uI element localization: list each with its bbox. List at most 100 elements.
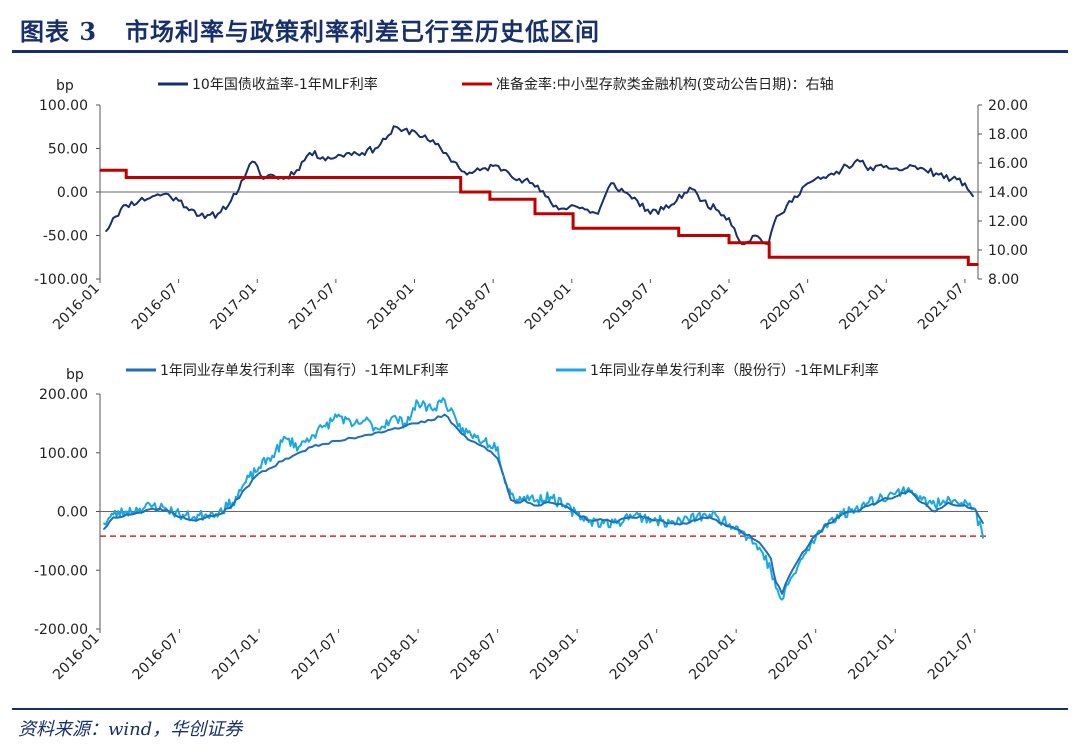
chart1-rrr-point	[489, 198, 491, 201]
chart1-spread-point	[308, 152, 311, 154]
chart2-jointstock-point	[218, 510, 221, 513]
chart2-jointstock-point	[735, 525, 737, 527]
chart2-state-point	[616, 521, 618, 523]
source-note: 资料来源：wind，华创证券	[18, 719, 243, 740]
chart1-right-tick-label: 18.00	[988, 127, 1028, 143]
chart1-spread-point	[610, 182, 612, 185]
chart2-jointstock-point	[695, 516, 698, 519]
chart1-right-tick-label: 12.00	[988, 214, 1028, 230]
chart1-x-tick-label: 2020-01	[679, 281, 732, 334]
chart2-jointstock-point	[934, 504, 936, 507]
chart2-jointstock-point	[722, 519, 724, 522]
chart2-jointstock-point	[417, 402, 419, 404]
chart2-series-jointstock-line	[103, 397, 984, 601]
chart2-state-point	[814, 534, 817, 536]
chart1-spread-point	[217, 212, 219, 215]
chart2-state-point	[205, 516, 207, 519]
chart2-jointstock-point	[390, 416, 393, 419]
chart1-spread-point	[479, 169, 481, 172]
chart1-left-tick-label: 50.00	[48, 142, 88, 158]
chart2-jointstock-point	[496, 446, 499, 448]
chart2-state-point	[284, 457, 287, 460]
chart1-rrr-point	[459, 191, 462, 193]
chart2-jointstock-point	[982, 537, 984, 539]
chart1-spread-point	[623, 191, 625, 193]
chart1-rrr-point	[125, 176, 128, 179]
chart1-spread-point	[702, 199, 704, 202]
chart2-x-tick-label: 2020-07	[766, 631, 819, 684]
chart1-rrr-point	[967, 263, 970, 266]
chart2-state-point	[417, 422, 419, 425]
chart1-x-tick-label: 2021-01	[836, 281, 889, 334]
chart1-spread-point	[138, 199, 141, 202]
chart1-spread-point	[728, 217, 730, 219]
figure-number: 图表 3	[20, 17, 98, 46]
chart2-state-point	[708, 516, 711, 519]
chart1-left-tick-label: -50.00	[43, 229, 88, 245]
chart2-state-point	[934, 510, 936, 513]
chart2-jointstock-point	[907, 487, 910, 489]
chart1-x-tick-label: 2018-07	[443, 281, 496, 334]
chart1-spread-point	[112, 217, 114, 219]
chart1-spread-point	[177, 199, 180, 202]
chart2-jointstock-point	[642, 516, 645, 519]
chart2-x-tick-label: 2019-01	[527, 631, 580, 684]
chart2-jointstock-point	[125, 510, 128, 513]
chart1-spread-point	[570, 204, 573, 206]
chart1-x-tick-label: 2021-07	[915, 281, 968, 334]
chart2-state-point	[894, 496, 897, 498]
chart1-spread-point	[819, 178, 822, 180]
chart2-jointstock-point	[324, 425, 327, 428]
chart1-spread-point	[898, 169, 901, 172]
chart2-jointstock-point	[337, 413, 340, 416]
chart1-rrr-point	[99, 169, 101, 172]
chart2-jointstock-point	[708, 513, 711, 516]
chart1-x-tick-label: 2016-01	[50, 281, 103, 334]
chart2-jointstock-point	[770, 569, 772, 572]
chart2-state-point	[443, 413, 446, 416]
chart2-state-point	[735, 528, 737, 530]
chart2-jointstock-point	[103, 522, 105, 525]
chart2-state-point	[351, 437, 353, 439]
chart1-x-tick-label: 2020-07	[758, 281, 811, 334]
chart1-spread-point	[544, 195, 547, 198]
chart2-state-point	[457, 428, 459, 431]
chart1-spread-point	[924, 169, 927, 172]
chart2-jointstock-point	[258, 466, 260, 469]
chart1-rrr-point	[572, 227, 574, 230]
figure-title-text: 市场利率与政策利率利差已行至历史低区间	[125, 17, 601, 46]
chart2-jointstock-point	[775, 587, 777, 589]
chart2-state-point	[801, 551, 804, 554]
chart2-state-point	[125, 513, 128, 516]
chart2-state-point	[695, 519, 698, 522]
chart2-jointstock-point	[191, 516, 194, 519]
chart1-spread-point	[636, 199, 639, 202]
chart2-jointstock-point	[576, 513, 578, 516]
chart2-ylabel: bp	[66, 367, 84, 383]
chart1-spread-point	[911, 165, 914, 167]
chart1-spread-point	[754, 234, 757, 237]
chart1-right-tick-label: 10.00	[988, 243, 1028, 259]
chart1-x-tick-label: 2019-07	[601, 281, 654, 334]
chart1-spread-point	[833, 173, 835, 176]
chart2-state-point	[549, 501, 552, 504]
chart2-x-tick-label: 2018-01	[368, 631, 421, 684]
chart1-right-tick-label: 14.00	[988, 185, 1028, 201]
chart1-spread-point	[688, 186, 691, 189]
chart2-x-tick-label: 2021-01	[845, 631, 898, 684]
chart2-jointstock-point	[112, 513, 115, 516]
chart2-jointstock-point	[854, 507, 857, 510]
chart2-y-tick-label: 200.00	[39, 387, 88, 403]
chart1-left-tick-label: 100.00	[39, 98, 88, 114]
chart2-x-tick-label: 2019-07	[607, 631, 660, 684]
chart2-jointstock-point	[470, 434, 472, 436]
chart2-state-point	[218, 513, 221, 516]
chart1-rrr-point	[977, 263, 979, 266]
chart2-state-point	[311, 446, 313, 448]
chart2-state-point	[510, 498, 512, 501]
chart2-jointstock-point	[655, 519, 658, 522]
chart2-jointstock-point	[523, 496, 525, 498]
chart1-right-tick-label: 16.00	[988, 156, 1028, 172]
chart2-jointstock-point	[502, 475, 505, 478]
